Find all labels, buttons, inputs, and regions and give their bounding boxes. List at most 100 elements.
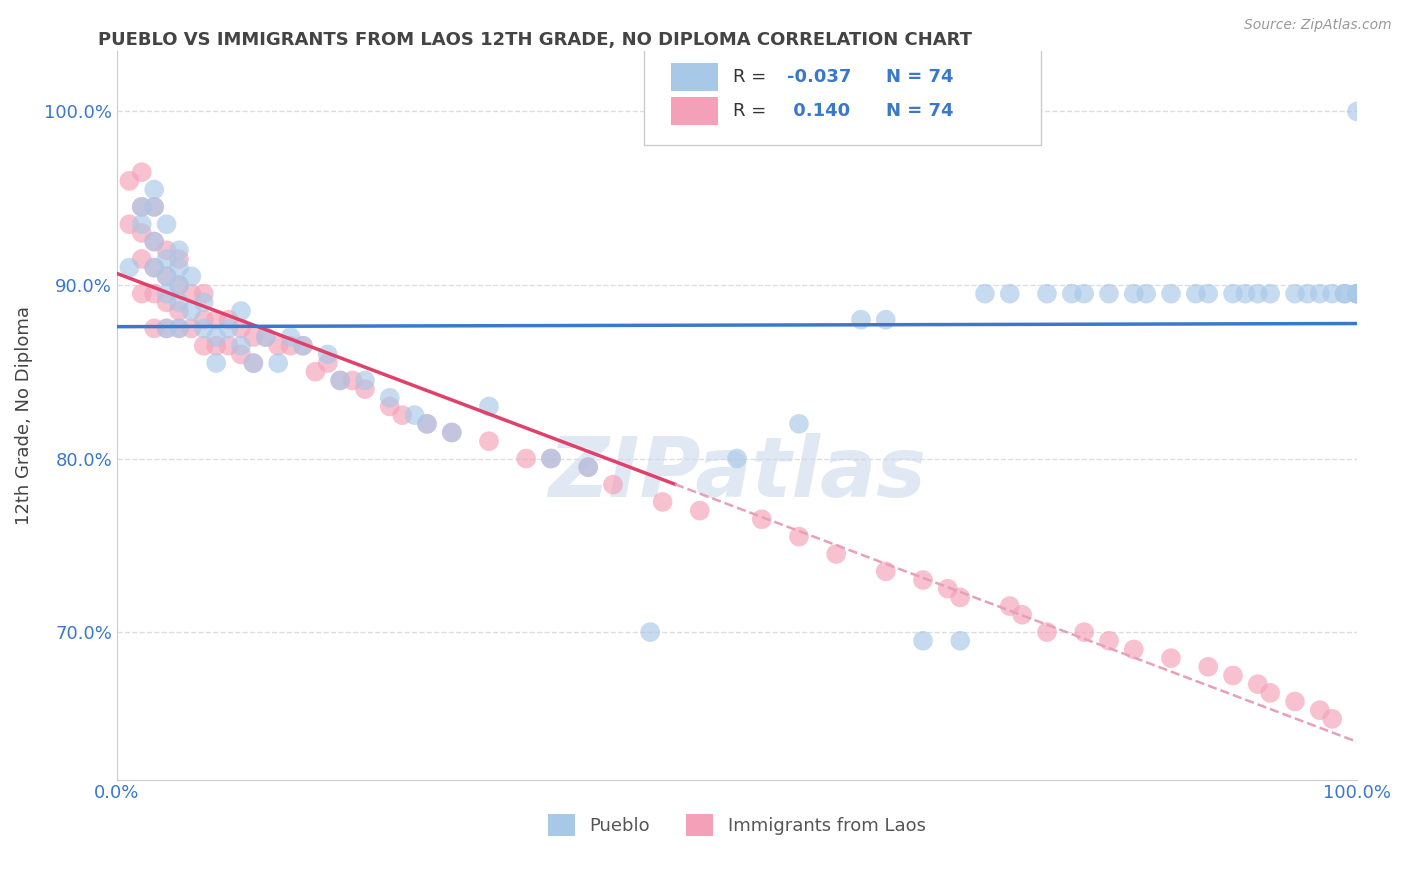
Point [229,321,252,335]
Point [1258,286,1281,301]
Point [291,339,314,353]
Point [280,339,302,353]
Point [1098,286,1121,301]
Point [911,573,934,587]
Point [218,321,240,335]
Point [1060,286,1083,301]
Point [254,330,277,344]
Point [280,330,302,344]
Point [131,286,153,301]
Point [155,321,177,335]
Point [875,312,897,326]
Point [378,400,401,414]
Point [193,312,215,326]
Point [218,339,240,353]
Point [1160,651,1182,665]
Point [478,400,501,414]
Point [167,277,190,292]
Point [1346,286,1368,301]
Point [242,356,264,370]
Point [1296,286,1319,301]
Point [540,451,562,466]
Text: ZIPatlas: ZIPatlas [548,433,927,514]
FancyBboxPatch shape [644,47,1040,145]
Point [1247,677,1270,691]
Point [193,321,215,335]
Point [1346,286,1368,301]
Point [998,286,1021,301]
Text: N = 74: N = 74 [886,103,953,120]
Point [218,312,240,326]
Point [1309,286,1331,301]
Point [329,373,352,387]
Point [1073,625,1095,640]
Legend: Pueblo, Immigrants from Laos: Pueblo, Immigrants from Laos [548,814,927,836]
Point [155,269,177,284]
Point [193,295,215,310]
Point [440,425,463,440]
Point [143,200,166,214]
Point [229,304,252,318]
Point [131,200,153,214]
Point [787,417,810,431]
Point [1184,286,1206,301]
Point [193,286,215,301]
Point [180,321,202,335]
Point [316,347,339,361]
Point [167,321,190,335]
Point [1197,660,1219,674]
Point [342,373,364,387]
Point [787,530,810,544]
Point [1122,286,1144,301]
Point [354,373,377,387]
Text: 0.140: 0.140 [786,103,849,120]
Point [167,260,190,275]
Point [1258,686,1281,700]
Point [638,625,661,640]
Point [1346,104,1368,119]
Point [118,260,141,275]
Point [155,286,177,301]
Point [1011,607,1033,622]
Point [155,295,177,310]
Point [143,200,166,214]
Point [849,312,872,326]
Point [167,321,190,335]
Point [329,373,352,387]
Point [167,252,190,266]
Point [155,217,177,231]
Point [391,408,413,422]
Point [1333,286,1355,301]
Point [167,304,190,318]
Point [118,217,141,231]
Point [1222,286,1244,301]
Point [167,277,190,292]
Point [998,599,1021,613]
Point [180,286,202,301]
Point [949,633,972,648]
Point [131,165,153,179]
Point [576,460,599,475]
Text: Source: ZipAtlas.com: Source: ZipAtlas.com [1244,18,1392,32]
Point [193,339,215,353]
Point [143,182,166,196]
Point [143,235,166,249]
Text: R =: R = [734,103,766,120]
Point [689,503,711,517]
Point [291,339,314,353]
Point [416,417,439,431]
Point [155,321,177,335]
Point [1322,286,1344,301]
Point [1234,286,1257,301]
Point [167,295,190,310]
Y-axis label: 12th Grade, No Diploma: 12th Grade, No Diploma [15,306,32,524]
Point [316,356,339,370]
Point [478,434,501,449]
Text: -0.037: -0.037 [786,68,851,86]
Point [1036,625,1059,640]
Point [267,339,290,353]
Point [143,260,166,275]
Point [205,339,228,353]
Point [131,252,153,266]
Point [1036,286,1059,301]
